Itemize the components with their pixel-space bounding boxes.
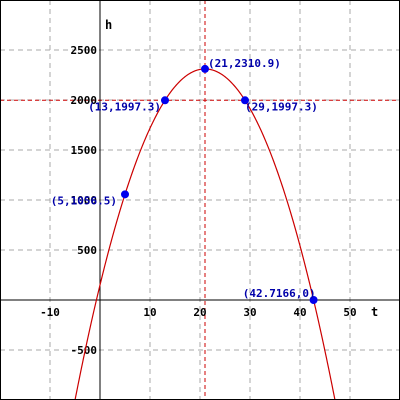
data-point-label: (29,1997.3) <box>245 100 318 113</box>
x-tick-label: 20 <box>193 306 206 319</box>
x-tick-label: 40 <box>293 306 306 319</box>
data-point-label: (42.7166,0) <box>243 287 316 300</box>
x-tick-label: 10 <box>143 306 156 319</box>
data-point <box>161 96 169 105</box>
y-tick-label: 1500 <box>71 144 98 157</box>
data-point <box>121 190 129 199</box>
x-axis-label: t <box>371 305 378 319</box>
y-axis-label: h <box>105 18 112 32</box>
y-tick-label: 500 <box>77 244 97 257</box>
data-point <box>201 64 209 73</box>
data-point-label: (13,1997.3) <box>88 100 161 113</box>
y-tick-label: 1000 <box>71 194 98 207</box>
data-point <box>309 296 318 304</box>
data-point-label: (21,2310.9) <box>208 57 281 70</box>
tick-labels: -10 10 20 30 40 50 -500 500 1000 1500 2000 2500 <box>40 44 357 357</box>
x-tick-label: -10 <box>40 306 60 319</box>
data-point-label: (5,1056.5) <box>51 194 117 207</box>
point-labels: (5,1056.5) (13,1997.3) (21,2310.9) (29,1997… <box>51 57 318 300</box>
data-point <box>241 96 249 105</box>
data-points <box>121 64 318 304</box>
y-tick-label: 2500 <box>71 44 98 57</box>
y-tick-label: 2000 <box>71 94 98 107</box>
x-tick-label: 30 <box>243 306 256 319</box>
y-tick-label: -500 <box>71 344 98 357</box>
x-tick-label: 50 <box>343 306 356 319</box>
